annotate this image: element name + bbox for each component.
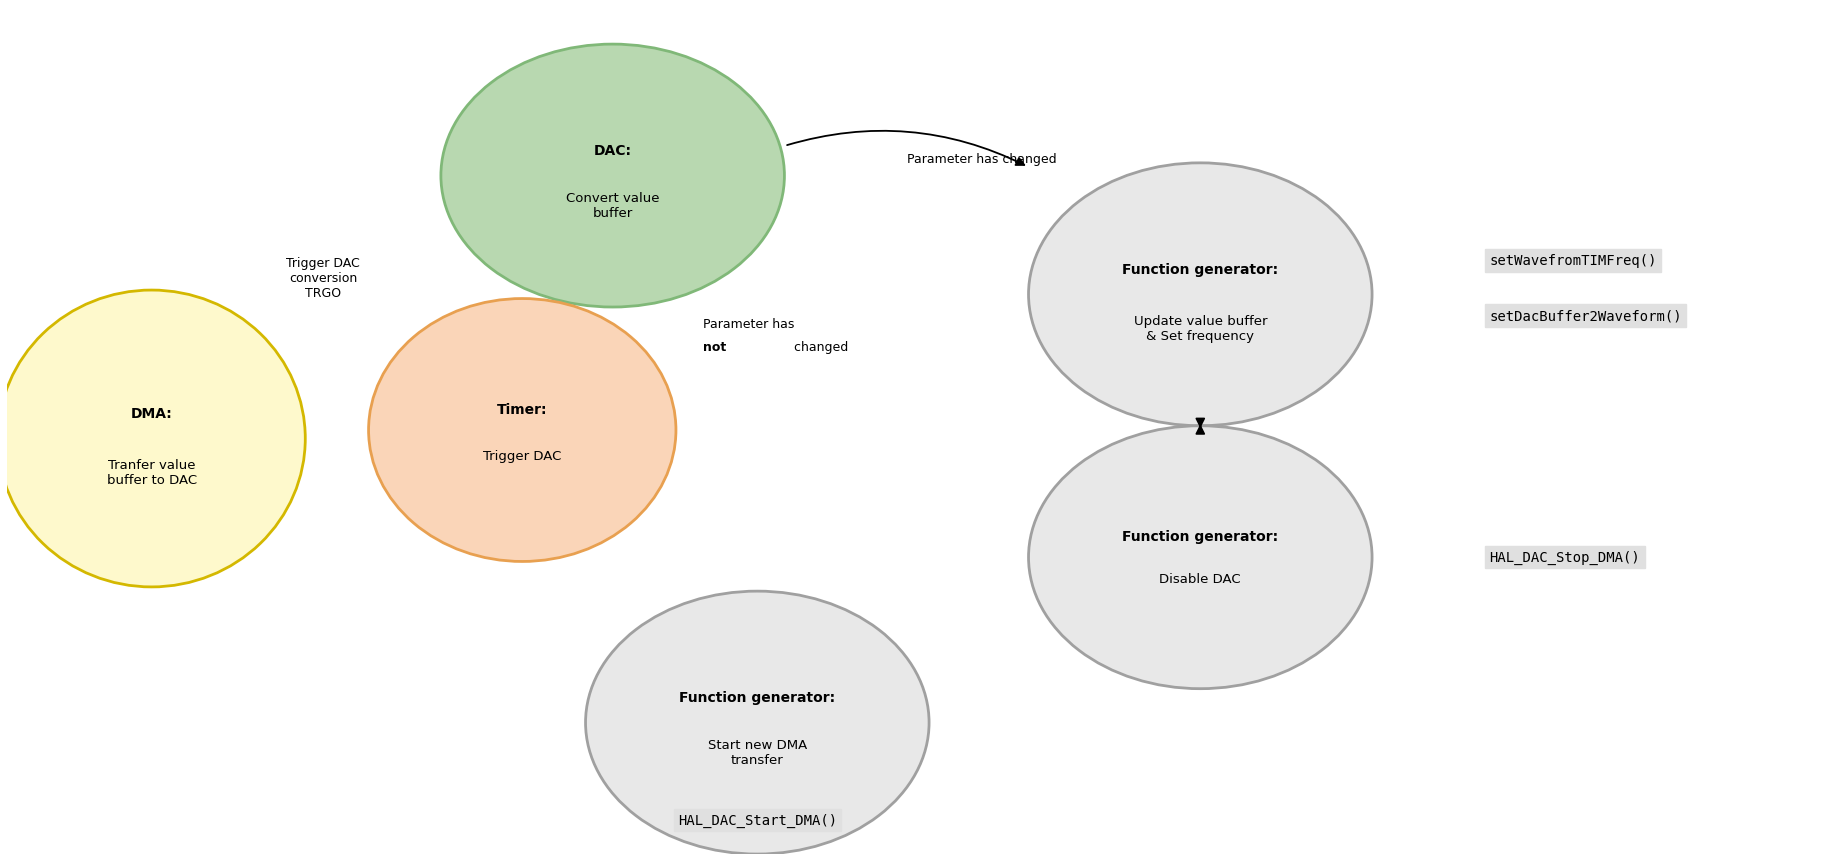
- Text: Disable DAC: Disable DAC: [1159, 573, 1241, 585]
- Text: Function generator:: Function generator:: [680, 691, 834, 704]
- Text: Parameter has changed: Parameter has changed: [907, 153, 1057, 166]
- Text: DMA:: DMA:: [131, 406, 173, 420]
- Text: not: not: [703, 340, 727, 353]
- Text: Trigger DAC
conversion
TRGO: Trigger DAC conversion TRGO: [286, 257, 361, 300]
- Text: Tranfer value
buffer to DAC: Tranfer value buffer to DAC: [106, 459, 197, 486]
- Ellipse shape: [368, 299, 676, 562]
- Text: setWavefromTIMFreq(): setWavefromTIMFreq(): [1490, 254, 1656, 268]
- Ellipse shape: [441, 45, 785, 307]
- Ellipse shape: [585, 592, 929, 854]
- Text: Trigger DAC: Trigger DAC: [483, 449, 561, 462]
- Text: Start new DMA
transfer: Start new DMA transfer: [707, 739, 807, 766]
- Text: Timer:: Timer:: [497, 402, 547, 417]
- Text: setDacBuffer2Waveform(): setDacBuffer2Waveform(): [1490, 309, 1682, 323]
- Text: Update value buffer
& Set frequency: Update value buffer & Set frequency: [1133, 315, 1266, 343]
- Text: Parameter has: Parameter has: [703, 318, 794, 331]
- Ellipse shape: [1029, 426, 1372, 689]
- Ellipse shape: [1029, 164, 1372, 426]
- Text: Function generator:: Function generator:: [1122, 263, 1279, 276]
- Text: Convert value
buffer: Convert value buffer: [567, 192, 660, 220]
- Text: DAC:: DAC:: [594, 144, 632, 158]
- Text: HAL_DAC_Stop_DMA(): HAL_DAC_Stop_DMA(): [1490, 550, 1640, 565]
- Ellipse shape: [0, 291, 306, 587]
- Text: changed: changed: [791, 340, 847, 353]
- Text: HAL_DAC_Start_DMA(): HAL_DAC_Start_DMA(): [678, 813, 836, 827]
- Text: Function generator:: Function generator:: [1122, 530, 1279, 543]
